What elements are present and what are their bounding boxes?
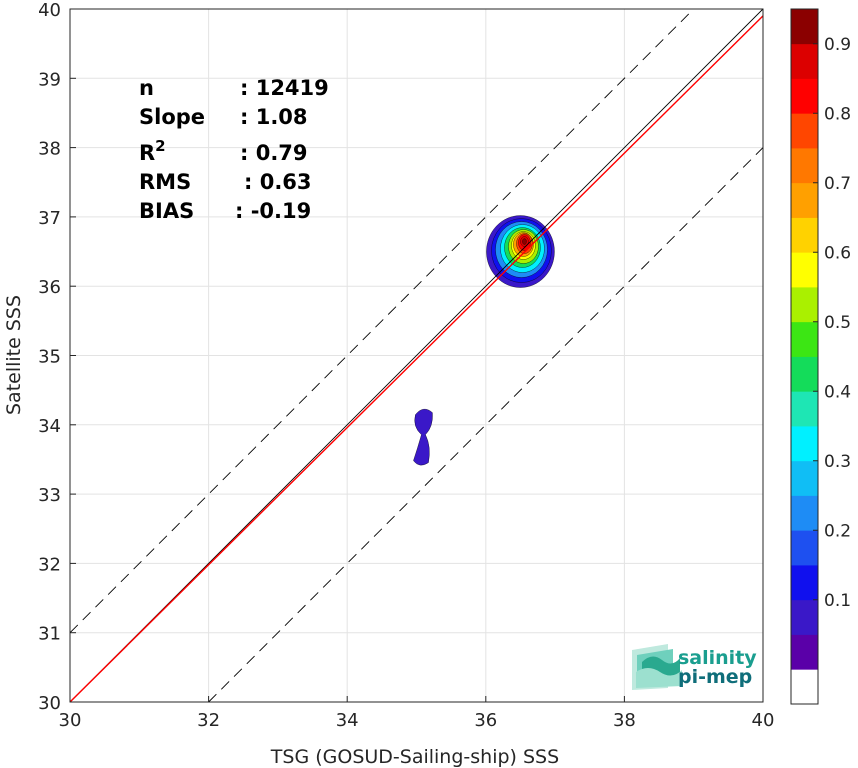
- colorbar-tick-label: 0.5: [824, 313, 851, 333]
- statistics-box: n : 12419 Slope : 1.08 R2 : 0.79 RMS : 0.63 BIAS…: [139, 76, 329, 223]
- y-tick-label: 40: [38, 0, 61, 21]
- contour-level: [522, 238, 527, 245]
- colorbar-swatch: [791, 78, 818, 114]
- colorbar-swatch: [791, 9, 818, 45]
- colorbar-swatch: [791, 426, 818, 462]
- colorbar-swatch: [791, 182, 818, 218]
- colorbar-swatch: [791, 599, 818, 635]
- stat-key: Slope: [139, 105, 205, 129]
- y-tick-label: 38: [38, 139, 61, 160]
- colorbar-swatch: [791, 287, 818, 323]
- x-tick-label: 34: [336, 710, 359, 731]
- secondary-contour: [413, 408, 433, 466]
- colorbar: 0.10.20.30.40.50.60.70.80.91: [790, 8, 851, 705]
- x-tick-labels: 30 32 34 36 38 40: [59, 710, 775, 731]
- stat-key: R2: [139, 137, 166, 165]
- logo-line-1: salinity: [678, 647, 757, 669]
- colorbar-swatch: [791, 530, 818, 566]
- colorbar-frame: [790, 8, 819, 705]
- y-tick-label: 36: [38, 277, 61, 298]
- reference-lines: [69, 8, 764, 703]
- stat-value: : 0.63: [244, 170, 312, 194]
- colorbar-swatch: [791, 217, 818, 253]
- colorbar-tick-label: 0.2: [824, 521, 851, 541]
- plot-frame: [69, 8, 764, 703]
- stat-value: : 12419: [240, 76, 329, 100]
- stat-key: n: [139, 76, 154, 100]
- colorbar-swatch: [791, 460, 818, 496]
- regression-line: [69, 15, 764, 703]
- y-axis-label: Satellite SSS: [3, 295, 25, 415]
- salinity-pimep-logo: salinity pi-mep: [632, 644, 757, 690]
- lower-bound-line: [208, 147, 764, 703]
- logo-line-2: pi-mep: [678, 666, 752, 688]
- x-axis-label: TSG (GOSUD-Sailing-ship) SSS: [270, 746, 559, 768]
- y-tick-label: 30: [38, 693, 61, 714]
- colorbar-swatch: [791, 321, 818, 357]
- stat-value: : -0.19: [235, 199, 311, 223]
- y-tick-label: 32: [38, 554, 61, 575]
- upper-bound-line: [69, 8, 695, 634]
- colorbar-swatch: [791, 495, 818, 531]
- stat-value: : 1.08: [240, 105, 308, 129]
- x-tick-label: 40: [752, 710, 775, 731]
- colorbar-tick-label: 0.9: [824, 35, 851, 55]
- stat-key: RMS: [139, 170, 191, 194]
- colorbar-tick-label: 0.8: [824, 104, 851, 124]
- identity-line: [69, 8, 764, 703]
- y-tick-label: 39: [38, 69, 61, 90]
- colorbar-swatch: [791, 252, 818, 288]
- stat-superscript: 2: [155, 137, 165, 155]
- y-tick-label: 34: [38, 416, 61, 437]
- y-tick-label: 31: [38, 624, 61, 645]
- y-tick-labels: 30 31 32 33 34 35 36 37 38 39 40: [38, 0, 61, 714]
- colorbar-swatch: [791, 565, 818, 601]
- colorbar-swatch: [791, 634, 818, 670]
- colorbar-tick-label: 0.4: [824, 382, 851, 402]
- x-tick-label: 30: [59, 710, 82, 731]
- colorbar-tick-label: 0.7: [824, 174, 851, 194]
- stat-value: : 0.79: [240, 141, 308, 165]
- colorbar-swatch: [791, 148, 818, 184]
- colorbar-swatch: [791, 43, 818, 79]
- colorbar-tick-label: 0.6: [824, 243, 851, 263]
- colorbar-swatch: [791, 113, 818, 149]
- x-tick-label: 36: [474, 710, 497, 731]
- colorbar-swatch: [791, 356, 818, 392]
- x-tick-label: 32: [197, 710, 220, 731]
- logo-wave-icon: [632, 644, 682, 690]
- x-tick-label: 38: [613, 710, 636, 731]
- colorbar-swatch: [791, 391, 818, 427]
- y-tick-label: 35: [38, 347, 61, 368]
- stat-key: BIAS: [139, 199, 194, 223]
- y-tick-label: 33: [38, 485, 61, 506]
- y-tick-label: 37: [38, 208, 61, 229]
- colorbar-tick-label: 0.1: [824, 591, 851, 611]
- colorbar-tick-label: 0.3: [824, 452, 851, 472]
- colorbar-swatch: [791, 669, 818, 705]
